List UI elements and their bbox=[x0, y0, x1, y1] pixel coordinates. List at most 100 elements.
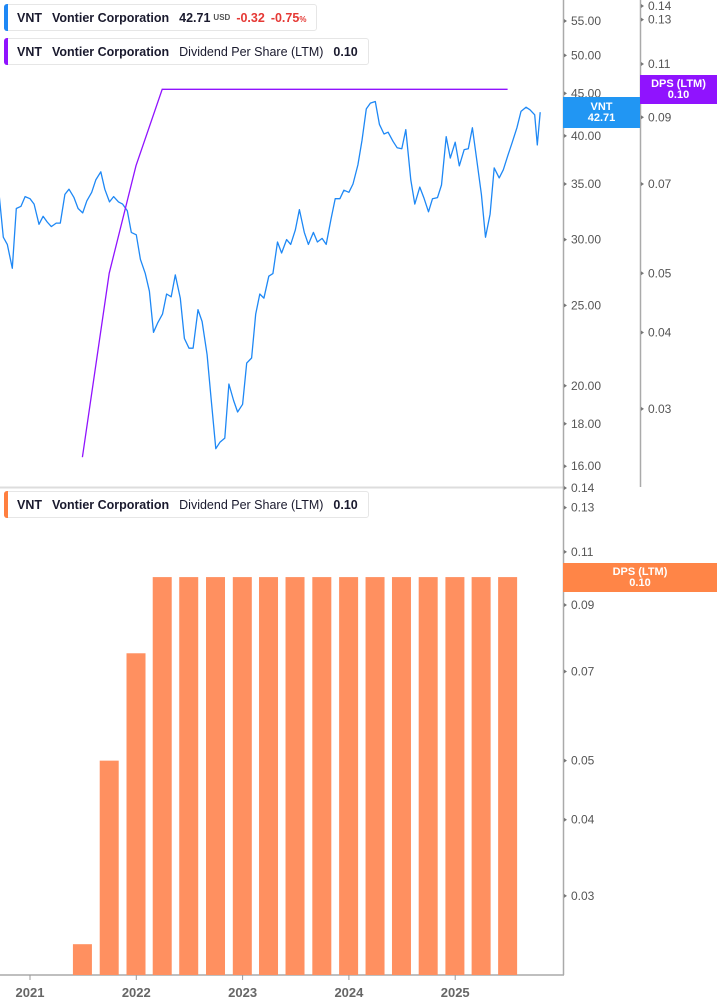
pct-sign: % bbox=[299, 14, 307, 24]
dps-bar[interactable] bbox=[498, 577, 518, 975]
dps-tick-label: 0.05 bbox=[648, 266, 672, 280]
dps-bar[interactable] bbox=[391, 577, 411, 975]
legend-ticker: VNT bbox=[17, 10, 42, 25]
time-tick-label: 2024 bbox=[334, 985, 364, 1000]
dps-bar-tick-mark bbox=[564, 486, 567, 490]
time-tick-label: 2023 bbox=[228, 985, 257, 1000]
price-legend[interactable]: VNT Vontier Corporation 42.71 USD -0.32 … bbox=[4, 4, 318, 31]
price-tick-mark bbox=[564, 91, 567, 96]
dps-bar[interactable] bbox=[445, 577, 465, 975]
dps-bar-tick-mark bbox=[564, 669, 567, 674]
legend-company: Vontier Corporation bbox=[52, 497, 170, 512]
dps-bar-tick-label: 0.04 bbox=[571, 813, 595, 827]
dps-tick-mark bbox=[641, 406, 644, 411]
dps-bar[interactable] bbox=[232, 577, 252, 975]
price-tick-label: 40.00 bbox=[571, 129, 601, 143]
price-tick-mark bbox=[564, 383, 567, 388]
dps-tick-label: 0.03 bbox=[648, 402, 672, 416]
price-tick-mark bbox=[564, 464, 567, 469]
dps-bar-tick-label: 0.03 bbox=[571, 889, 595, 903]
dps-line[interactable] bbox=[81, 88, 508, 458]
price-badge: VNT 42.71 bbox=[563, 97, 640, 128]
dps-bar[interactable] bbox=[179, 577, 199, 975]
dps-bar-tick-mark bbox=[564, 758, 567, 763]
dps-bar-tick-mark bbox=[564, 505, 567, 510]
dps-badge-label: DPS (LTM) bbox=[651, 77, 706, 90]
dps-bar-tick-mark bbox=[564, 893, 567, 898]
legend-company: Vontier Corporation bbox=[52, 44, 170, 59]
price-tick-label: 45.00 bbox=[571, 86, 601, 100]
legend-metric: Dividend Per Share (LTM) bbox=[179, 497, 324, 512]
dps-bar-tick-label: 0.05 bbox=[571, 754, 595, 768]
dps-badge-value: 0.10 bbox=[629, 576, 651, 589]
dps-badge-bottom: DPS (LTM) 0.10 bbox=[563, 563, 717, 592]
dps-bar[interactable] bbox=[312, 577, 332, 975]
price-tick-mark bbox=[564, 421, 567, 426]
price-tick-mark bbox=[564, 237, 567, 242]
dps-legend-bottom[interactable]: VNT Vontier Corporation Dividend Per Sha… bbox=[4, 491, 369, 518]
price-tick-label: 20.00 bbox=[571, 379, 601, 393]
price-tick-label: 18.00 bbox=[571, 417, 601, 431]
dps-tick-mark bbox=[641, 17, 644, 22]
dps-bar[interactable] bbox=[259, 577, 279, 975]
dps-bar-tick-mark bbox=[564, 549, 567, 554]
change-pct-value: -0.75 bbox=[270, 10, 300, 25]
dps-bar-tick-mark bbox=[564, 602, 567, 607]
price-tick-mark bbox=[564, 53, 567, 58]
price-badge-label: VNT bbox=[590, 100, 613, 113]
legend-change-pct: -0.75% bbox=[271, 11, 307, 25]
dps-tick-label: 0.09 bbox=[648, 110, 672, 124]
dps-tick-label: 0.07 bbox=[648, 177, 672, 191]
dps-bar[interactable] bbox=[471, 577, 491, 975]
price-tick-mark bbox=[564, 181, 567, 186]
dps-tick-mark bbox=[641, 181, 644, 186]
time-tick-label: 2021 bbox=[16, 985, 45, 1000]
dps-tick-label: 0.13 bbox=[648, 13, 672, 27]
dps-bar-tick-mark bbox=[564, 817, 567, 822]
dps-tick-label: 0.14 bbox=[648, 0, 672, 13]
price-tick-label: 55.00 bbox=[571, 14, 601, 28]
dps-bar-tick-label: 0.14 bbox=[571, 481, 595, 495]
legend-price: 42.71 bbox=[179, 10, 211, 25]
price-tick-label: 30.00 bbox=[571, 233, 601, 247]
legend-value: 0.10 bbox=[333, 44, 358, 59]
dps-bar-tick-label: 0.11 bbox=[571, 545, 594, 559]
price-tick-label: 35.00 bbox=[571, 177, 601, 191]
dps-tick-mark bbox=[641, 4, 644, 8]
dps-bar[interactable] bbox=[206, 577, 226, 975]
dps-bar[interactable] bbox=[418, 577, 438, 975]
price-tick-mark bbox=[564, 19, 567, 23]
time-tick-label: 2025 bbox=[441, 985, 470, 1000]
price-legend-color bbox=[4, 4, 8, 31]
dps-tick-mark bbox=[641, 115, 644, 120]
dps-legend-color bbox=[4, 38, 8, 65]
dps-tick-mark bbox=[641, 330, 644, 335]
dps-legend-top[interactable]: VNT Vontier Corporation Dividend Per Sha… bbox=[4, 38, 369, 65]
legend-ticker: VNT bbox=[17, 44, 42, 59]
dps-badge-value: 0.10 bbox=[667, 88, 690, 101]
dps-bar[interactable] bbox=[365, 577, 385, 975]
legend-currency: USD bbox=[213, 13, 231, 22]
price-line[interactable] bbox=[0, 100, 541, 450]
price-tick-label: 16.00 bbox=[571, 459, 601, 473]
dps-tick-mark bbox=[641, 271, 644, 276]
price-tick-mark bbox=[564, 133, 567, 138]
price-tick-mark bbox=[564, 303, 567, 308]
legend-company: Vontier Corporation bbox=[52, 10, 170, 25]
dps-bar[interactable] bbox=[152, 577, 172, 975]
dps-bar[interactable] bbox=[72, 944, 92, 975]
dps-bar-tick-label: 0.09 bbox=[571, 598, 595, 612]
price-tick-label: 50.00 bbox=[571, 48, 601, 62]
dps-bar[interactable] bbox=[285, 577, 305, 975]
dps-legend-color bbox=[4, 491, 8, 518]
dps-badge-label: DPS (LTM) bbox=[612, 565, 668, 578]
price-badge-value: 42.71 bbox=[587, 111, 616, 124]
dps-badge-top: DPS (LTM) 0.10 bbox=[640, 75, 717, 104]
legend-change: -0.32 bbox=[236, 10, 265, 25]
legend-ticker: VNT bbox=[17, 497, 42, 512]
dps-bar[interactable] bbox=[126, 653, 146, 975]
dps-bar[interactable] bbox=[99, 760, 119, 975]
dps-bar[interactable] bbox=[339, 577, 359, 975]
dps-bar-tick-label: 0.07 bbox=[571, 665, 595, 679]
